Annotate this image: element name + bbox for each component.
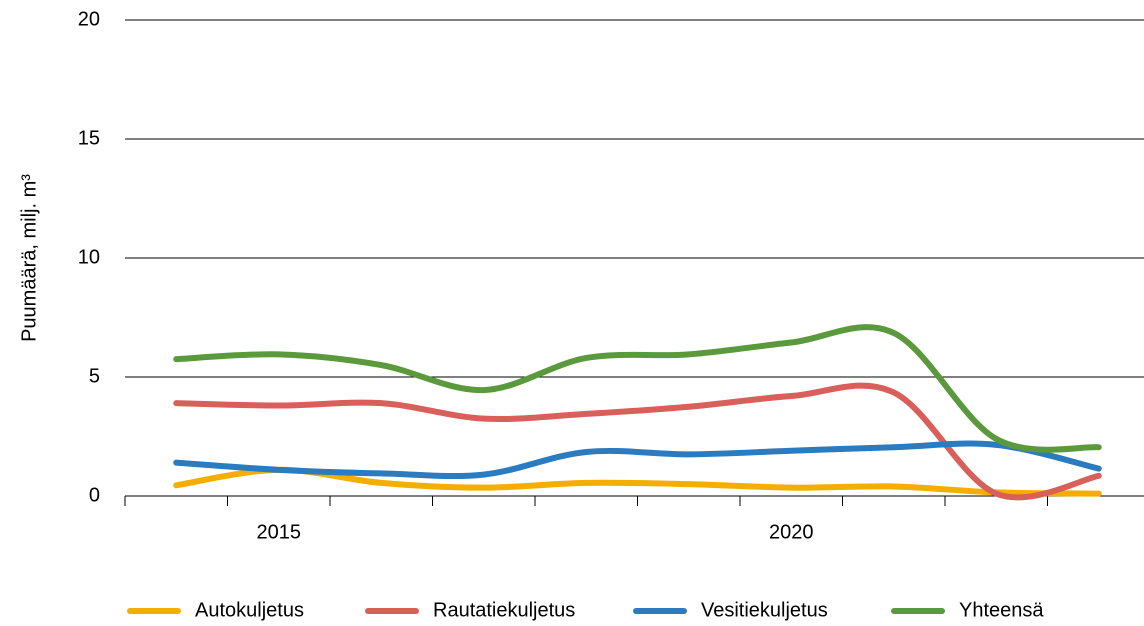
series-line xyxy=(173,440,1102,480)
y-tick-label: 10 xyxy=(78,246,100,268)
y-axis-label: Puumäärä, milj. m³ xyxy=(18,174,40,342)
legend-label: Autokuljetus xyxy=(195,599,304,621)
x-tick-label: 2020 xyxy=(769,521,814,543)
legend-label: Rautatiekuljetus xyxy=(433,599,575,621)
y-tick-label: 15 xyxy=(78,127,100,149)
series-line xyxy=(173,382,1102,501)
y-tick-label: 0 xyxy=(89,484,100,506)
series-line xyxy=(173,324,1102,453)
y-tick-label: 20 xyxy=(78,8,100,30)
legend-label: Vesitiekuljetus xyxy=(701,599,828,621)
y-tick-label: 5 xyxy=(89,365,100,387)
legend-label: Yhteensä xyxy=(959,599,1044,621)
x-tick-label: 2015 xyxy=(257,521,302,543)
series-line xyxy=(173,466,1102,497)
